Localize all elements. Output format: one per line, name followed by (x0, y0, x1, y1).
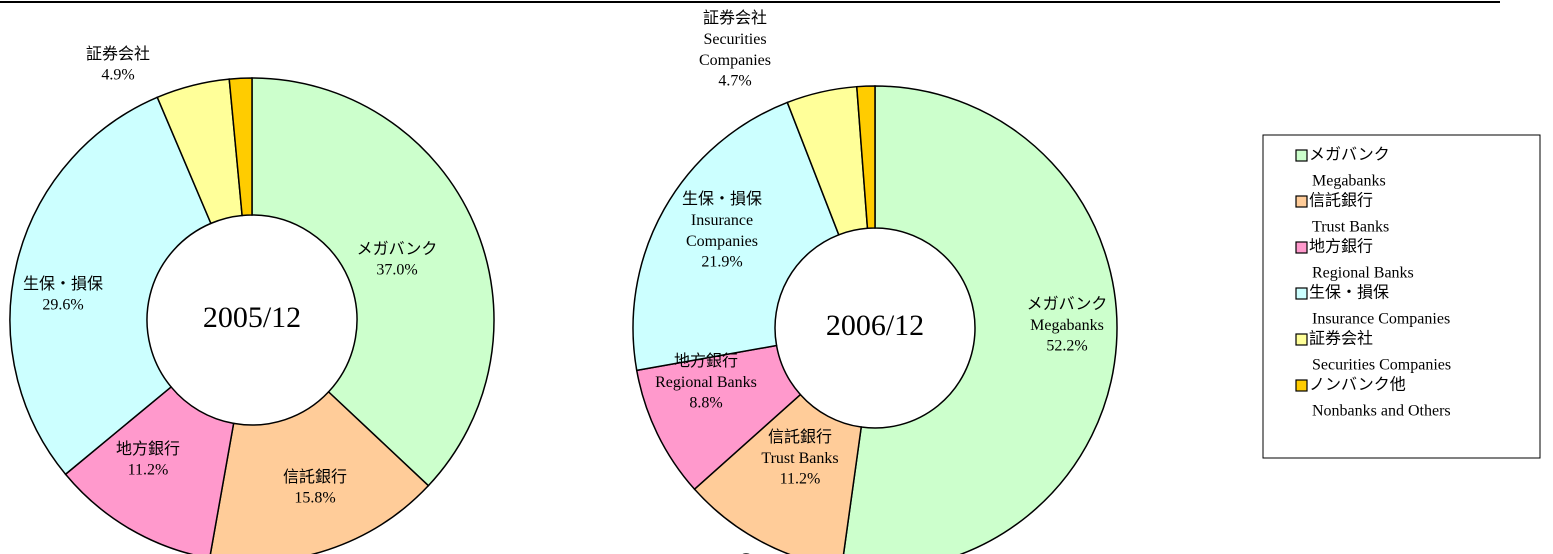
value-label: 15.8% (294, 490, 335, 507)
value-label: 29.6% (42, 297, 83, 314)
value-label: 8.8% (689, 395, 722, 412)
donut-slice (251, 77, 495, 487)
slice-label-line: 信託銀行 (283, 468, 347, 486)
slice-label: メガバンク (357, 240, 438, 258)
slice-label-line: Trust Banks (761, 450, 838, 467)
slice-label-line: 生保・損保 (682, 190, 762, 208)
legend-label: 生保・損保 (1309, 284, 1389, 302)
donut-center-title: 2005/12 (203, 301, 301, 334)
legend-swatch (1295, 287, 1308, 300)
slice-label-line: 証券会社 (703, 9, 767, 27)
legend-label-en: Insurance Companies (1312, 311, 1450, 328)
value-label: 4.7% (718, 73, 751, 90)
slice-label-line: Securities (703, 31, 766, 48)
legend-label: 地方銀行 (1309, 238, 1373, 256)
value-label: 21.9% (701, 254, 742, 271)
slice-label: 信託銀行 (283, 468, 347, 486)
slice-label-line: 生保・損保 (23, 275, 103, 293)
legend-swatch (1295, 149, 1308, 162)
slice-label-line: メガバンク (357, 240, 438, 258)
slice-label: 地方銀行 Regional Banks (655, 352, 757, 391)
donut-slice (693, 393, 863, 554)
legend-label: 証券会社 (1309, 330, 1373, 348)
slice-label-line: Companies (699, 52, 771, 69)
slice-label-line: 地方銀行 (116, 440, 180, 458)
legend-label-en: Megabanks (1312, 173, 1386, 190)
donut-slice (209, 390, 430, 554)
slice-label: 証券会社 Securities Companies (699, 9, 771, 69)
slice-label-line: Regional Banks (655, 374, 757, 391)
donut-center-title: 2006/12 (826, 309, 924, 342)
donut-slice (855, 85, 876, 230)
value-label: 11.2% (128, 462, 169, 479)
donut-slice (842, 85, 1118, 554)
legend-swatch (1295, 333, 1308, 346)
legend-swatch (1295, 195, 1308, 208)
legend-label-en: Securities Companies (1312, 357, 1451, 374)
value-label: 52.2% (1046, 338, 1087, 355)
slice-label: 証券会社 (86, 45, 150, 63)
slice-label-line: Insurance (691, 212, 753, 229)
legend-label: メガバンク (1309, 146, 1390, 164)
legend-box (1262, 134, 1541, 459)
slice-label: メガバンク Megabanks (1027, 295, 1108, 334)
value-label: 11.2% (780, 471, 821, 488)
slice-label: 信託銀行 Trust Banks (761, 428, 838, 467)
donut-slice (9, 96, 212, 476)
legend-label-en: Regional Banks (1312, 265, 1414, 282)
value-label: 4.9% (101, 67, 134, 84)
slice-label: 生保・損保 Insurance Companies (682, 190, 762, 250)
slice-label: 生保・損保 (23, 275, 103, 293)
legend-label: ノンバンク他 (1309, 376, 1406, 394)
donut-slice (228, 77, 253, 217)
slice-label-line: Megabanks (1030, 317, 1104, 334)
page-number: 2 (738, 548, 755, 554)
donut-slice (64, 385, 235, 554)
slice-label-line: 信託銀行 (768, 428, 832, 446)
slice-label-line: 証券会社 (86, 45, 150, 63)
slice-label-line: Companies (686, 233, 758, 250)
donut-slice (632, 101, 840, 372)
legend-label-en: Nonbanks and Others (1312, 403, 1451, 420)
legend-swatch (1295, 241, 1308, 254)
value-label: 37.0% (376, 262, 417, 279)
legend-label: 信託銀行 (1309, 192, 1373, 210)
legend-swatch (1295, 379, 1308, 392)
slice-label-line: メガバンク (1027, 295, 1108, 313)
slice-label: 地方銀行 (116, 440, 180, 458)
slice-label-line: 地方銀行 (674, 352, 738, 370)
legend-label-en: Trust Banks (1312, 219, 1389, 236)
